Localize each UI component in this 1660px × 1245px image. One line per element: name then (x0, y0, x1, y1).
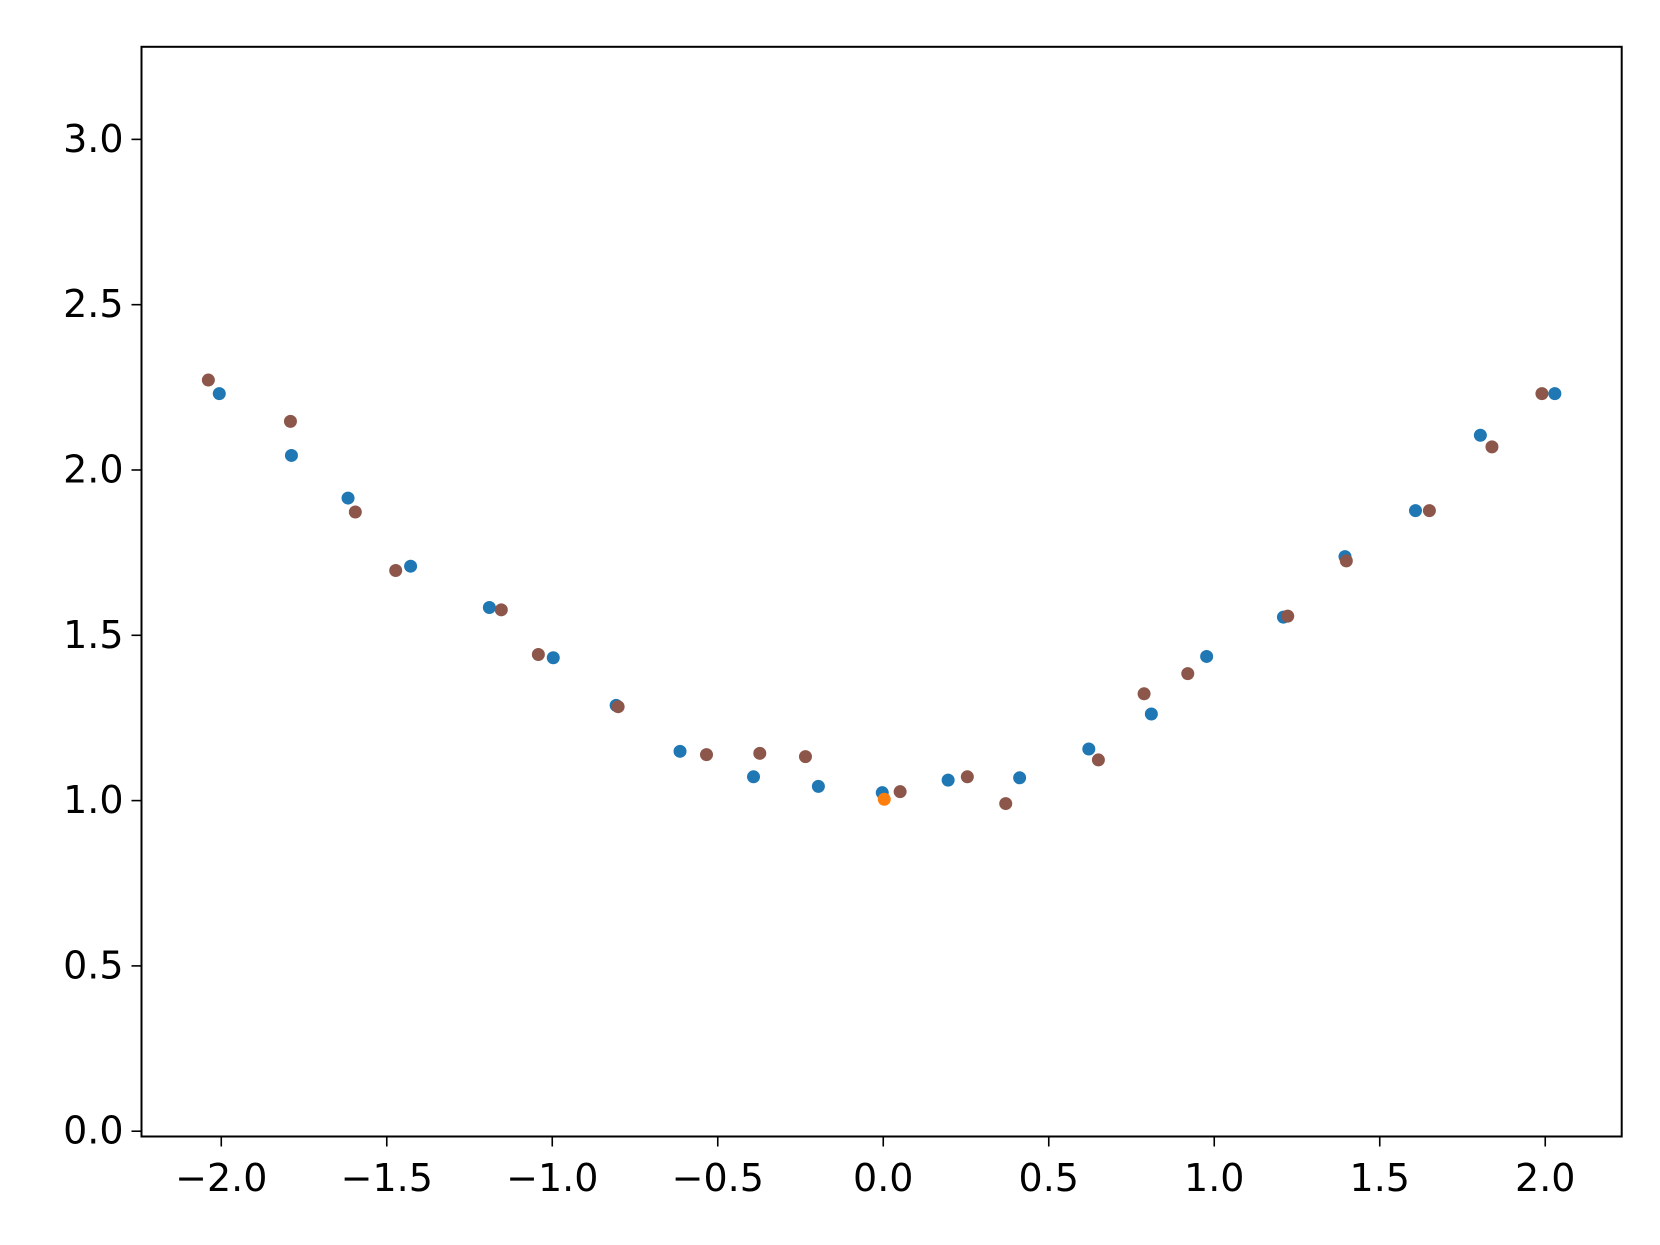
point (494, 603, 508, 617)
point (999, 797, 1013, 811)
point (941, 773, 955, 787)
x-tick-label: 1.0 (1184, 1156, 1244, 1200)
point (404, 559, 418, 573)
point (531, 647, 545, 661)
point (546, 651, 560, 665)
point (673, 744, 687, 758)
point (1422, 504, 1436, 518)
point (212, 387, 226, 401)
y-tick-label: 1.0 (63, 778, 123, 822)
point (1144, 707, 1158, 721)
x-tick-label: 2.0 (1515, 1156, 1575, 1200)
point (1091, 753, 1105, 767)
x-tick-label: −2.0 (175, 1156, 267, 1200)
point (877, 792, 891, 806)
point (348, 505, 362, 519)
plot-frame (140, 45, 1623, 1138)
point (960, 770, 974, 784)
point (1408, 504, 1422, 518)
point (753, 746, 767, 760)
x-tick-label: −0.5 (672, 1156, 764, 1200)
point (1181, 667, 1195, 681)
y-tick-label: 0.5 (63, 943, 123, 987)
point (1339, 554, 1353, 568)
point (811, 779, 825, 793)
x-tick-label: 0.0 (853, 1156, 913, 1200)
point (284, 448, 298, 462)
y-tick-label: 1.5 (63, 613, 123, 657)
point (201, 373, 215, 387)
point (1485, 440, 1499, 454)
point (893, 785, 907, 799)
point (747, 770, 761, 784)
point (798, 750, 812, 764)
point (389, 563, 403, 577)
point (341, 491, 355, 505)
x-tick-label: 1.5 (1350, 1156, 1410, 1200)
point (1535, 387, 1549, 401)
y-tick-label: 3.0 (63, 117, 123, 161)
point (482, 601, 496, 615)
point (1137, 687, 1151, 701)
point (1013, 771, 1027, 785)
point (1473, 428, 1487, 442)
point (1548, 387, 1562, 401)
point (700, 748, 714, 762)
x-tick-label: 0.5 (1019, 1156, 1079, 1200)
x-tick-label: −1.0 (506, 1156, 598, 1200)
point (1200, 649, 1214, 663)
point (1082, 742, 1096, 756)
y-tick-label: 2.5 (63, 282, 123, 326)
point (1281, 609, 1295, 623)
point (611, 700, 625, 714)
point (283, 414, 297, 428)
y-tick-label: 2.0 (63, 447, 123, 491)
x-tick-label: −1.5 (341, 1156, 433, 1200)
y-tick-label: 0.0 (63, 1109, 123, 1153)
